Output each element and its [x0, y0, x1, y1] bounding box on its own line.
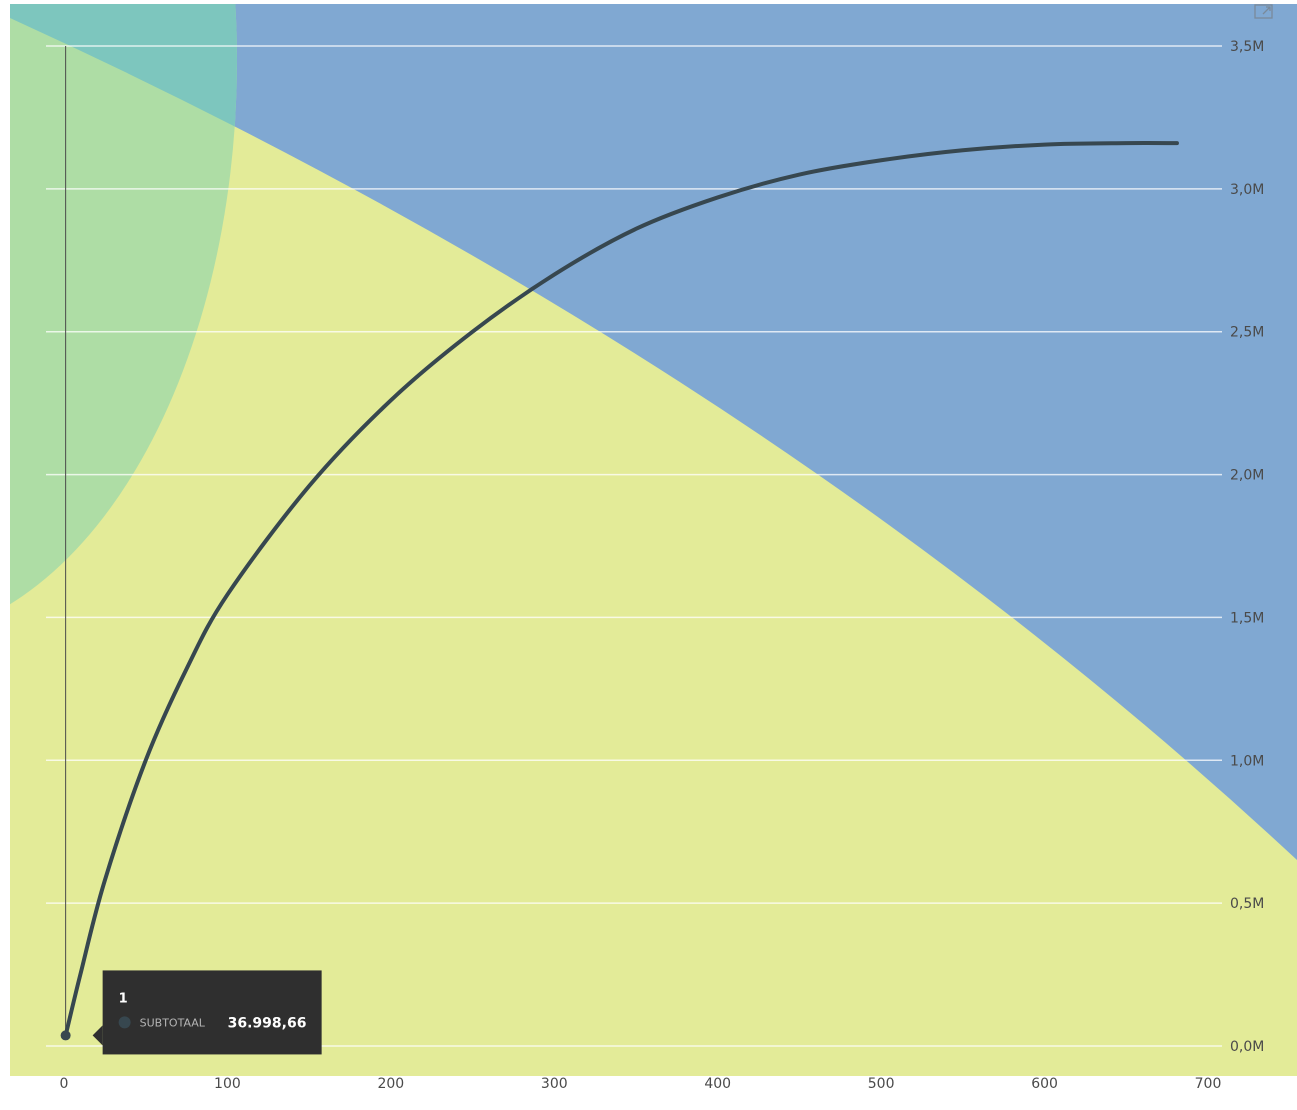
focus-mode-icon[interactable]: [1254, 4, 1273, 19]
y-tick-label: 0,0M: [1230, 1039, 1264, 1055]
x-tick-label: 700: [1195, 1076, 1222, 1092]
y-axis-labels: 0,0M 0,5M 1,0M 1,5M 2,0M 2,5M 3,0M 3,5M: [1230, 39, 1264, 1055]
y-tick-label: 1,0M: [1230, 753, 1264, 769]
tooltip-series-label: SUBTOTAAL: [140, 1016, 206, 1029]
zone-yellow: [10, 18, 1297, 1076]
x-tick-label: 100: [214, 1076, 241, 1092]
zone-green: [10, 4, 237, 605]
y-tick-label: 2,0M: [1230, 468, 1264, 484]
series-line-subtotaal[interactable]: [63, 141, 1179, 1038]
y-tick-label: 3,0M: [1230, 182, 1264, 198]
x-tick-label: 600: [1031, 1076, 1058, 1092]
hover-point[interactable]: [60, 1030, 71, 1041]
tooltip-value: 36.998,66: [228, 1015, 307, 1031]
grid-lines: [46, 45, 1222, 1047]
tooltip-pointer: [92, 1025, 103, 1046]
x-tick-label: 400: [704, 1076, 731, 1092]
y-tick-label: 2,5M: [1230, 325, 1264, 341]
x-tick-label: 0: [60, 1076, 69, 1092]
tooltip: 1 SUBTOTAAL 36.998,66: [92, 970, 322, 1055]
x-axis-labels: 0 100 200 300 400 500 600 700: [60, 1076, 1222, 1092]
x-tick-label: 300: [541, 1076, 568, 1092]
x-tick-label: 200: [377, 1076, 404, 1092]
y-tick-label: 0,5M: [1230, 896, 1264, 912]
x-tick-label: 500: [868, 1076, 895, 1092]
tooltip-series-swatch: [118, 1016, 131, 1029]
background-zones: [10, 4, 1297, 1076]
tooltip-box: [102, 970, 322, 1055]
y-tick-label: 1,5M: [1230, 610, 1264, 626]
tooltip-title: 1: [119, 991, 128, 1006]
y-tick-label: 3,5M: [1230, 39, 1264, 55]
